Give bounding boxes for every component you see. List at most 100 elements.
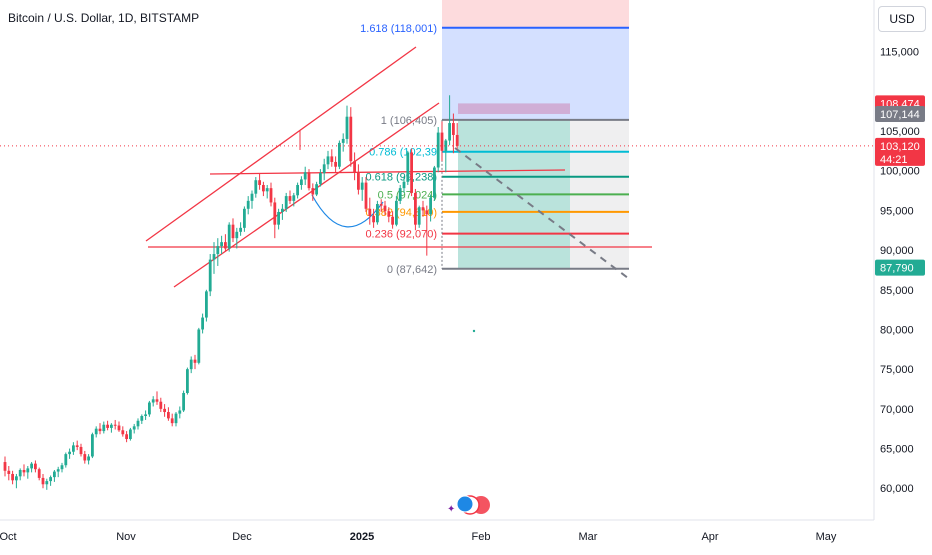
fibonacci-extension: 1.618 (118,001) 1 (106,405) 0.786 (102,39 0… xyxy=(360,23,629,276)
candle-body xyxy=(440,132,444,151)
candle-body xyxy=(106,424,109,428)
candle-body xyxy=(136,420,140,427)
projection-line xyxy=(454,147,629,333)
candle-body xyxy=(246,200,250,209)
candle-body xyxy=(338,142,341,167)
projection-dashed xyxy=(454,147,629,279)
candle-body xyxy=(326,156,330,165)
fib-level-label: 0.618 (99,238) xyxy=(365,172,437,184)
candle-body xyxy=(68,451,71,455)
currency-button[interactable]: USD xyxy=(878,6,926,32)
candle-body xyxy=(322,164,326,174)
candle-body xyxy=(174,413,178,424)
candle-body xyxy=(345,116,349,139)
target-zone xyxy=(442,27,629,120)
stop-zone xyxy=(442,0,629,28)
candle-body xyxy=(94,428,98,435)
candle-body xyxy=(425,210,429,215)
price-tick-label: 70,000 xyxy=(880,404,914,416)
candle-body xyxy=(45,481,49,485)
candle-body xyxy=(433,167,436,198)
price-tick-label: 60,000 xyxy=(880,483,914,495)
candle-body xyxy=(288,196,292,201)
candle-body xyxy=(364,182,368,209)
candle-body xyxy=(53,471,56,478)
candle-body xyxy=(398,188,402,201)
price-label-text: 107,144 xyxy=(880,109,920,121)
candle-body xyxy=(319,173,322,185)
candle-body xyxy=(117,425,121,431)
candle-body xyxy=(360,182,364,190)
entry-zone xyxy=(458,103,570,114)
candle-body xyxy=(205,291,208,318)
time-tick-label: Feb xyxy=(472,531,491,543)
fib-level-label: 0 (87,642) xyxy=(387,264,437,276)
candle-body xyxy=(277,211,280,225)
candle-body xyxy=(208,259,212,292)
price-tick-label: 95,000 xyxy=(880,205,914,217)
candle-body xyxy=(87,456,90,461)
candle-body xyxy=(231,224,235,239)
candle-body xyxy=(212,254,216,260)
price-label-box xyxy=(875,105,925,122)
candlestick-series xyxy=(0,95,874,490)
candle-body xyxy=(224,242,227,249)
candle-body xyxy=(239,227,242,232)
candle-body xyxy=(330,156,334,162)
candle-body xyxy=(250,193,254,201)
price-tick-label: 100,000 xyxy=(880,166,920,178)
candle-body xyxy=(163,408,166,413)
candle-body xyxy=(129,429,132,440)
candle-body xyxy=(303,172,307,180)
fib-level-label: 1.618 (118,001) xyxy=(360,23,437,35)
candle-body xyxy=(102,424,106,432)
candle-body xyxy=(110,424,113,428)
candle-body xyxy=(414,192,417,225)
candle-body xyxy=(227,224,231,249)
marker-dot xyxy=(472,329,476,333)
sparkle-icon: ✦ xyxy=(447,504,455,515)
candle-body xyxy=(334,161,337,167)
position-tool-zones xyxy=(442,0,629,269)
time-tick-label: Oct xyxy=(0,531,17,543)
price-tick-label: 85,000 xyxy=(880,285,914,297)
chart-title: Bitcoin / U.S. Dollar, 1D, BITSTAMP xyxy=(8,11,200,25)
candle-body xyxy=(265,188,269,192)
candle-body xyxy=(186,369,189,393)
candle-body xyxy=(189,359,193,370)
curve-annotation xyxy=(311,194,384,228)
candle-body xyxy=(395,200,398,225)
price-axis: 115,000 105,000 100,000 95,000 90,000 85,000 8… xyxy=(873,0,925,520)
price-label-box xyxy=(875,137,925,166)
candle-body xyxy=(18,469,22,477)
candle-body xyxy=(220,242,223,247)
fib-level-label: 0.786 (102,39 xyxy=(369,147,437,159)
time-tick-label: Dec xyxy=(232,531,252,543)
candle-body xyxy=(83,454,87,461)
price-tick-label: 115,000 xyxy=(880,47,919,59)
time-tick-label: May xyxy=(816,531,837,543)
candle-body xyxy=(311,188,315,195)
candle-body xyxy=(75,445,79,447)
time-tick-label: Nov xyxy=(116,531,136,543)
candle-body xyxy=(7,470,11,474)
time-tick-label: Mar xyxy=(579,531,598,543)
candle-body xyxy=(72,445,75,452)
usa-flag-icon[interactable] xyxy=(456,495,474,513)
candle-body xyxy=(60,465,64,470)
candle-body xyxy=(216,246,220,255)
countdown-text: 44:21 xyxy=(880,154,908,166)
fib-level-label: 1 (106,405) xyxy=(381,115,437,127)
candle-body xyxy=(201,317,204,330)
price-tick-label: 75,000 xyxy=(880,364,914,376)
candle-body xyxy=(379,204,383,206)
candle-body xyxy=(98,428,102,432)
candle-body xyxy=(15,476,18,481)
candle-body xyxy=(406,152,410,182)
candle-body xyxy=(417,207,421,225)
candle-body xyxy=(349,116,353,162)
candle-body xyxy=(444,140,448,151)
price-label-text: 87,790 xyxy=(880,263,914,275)
